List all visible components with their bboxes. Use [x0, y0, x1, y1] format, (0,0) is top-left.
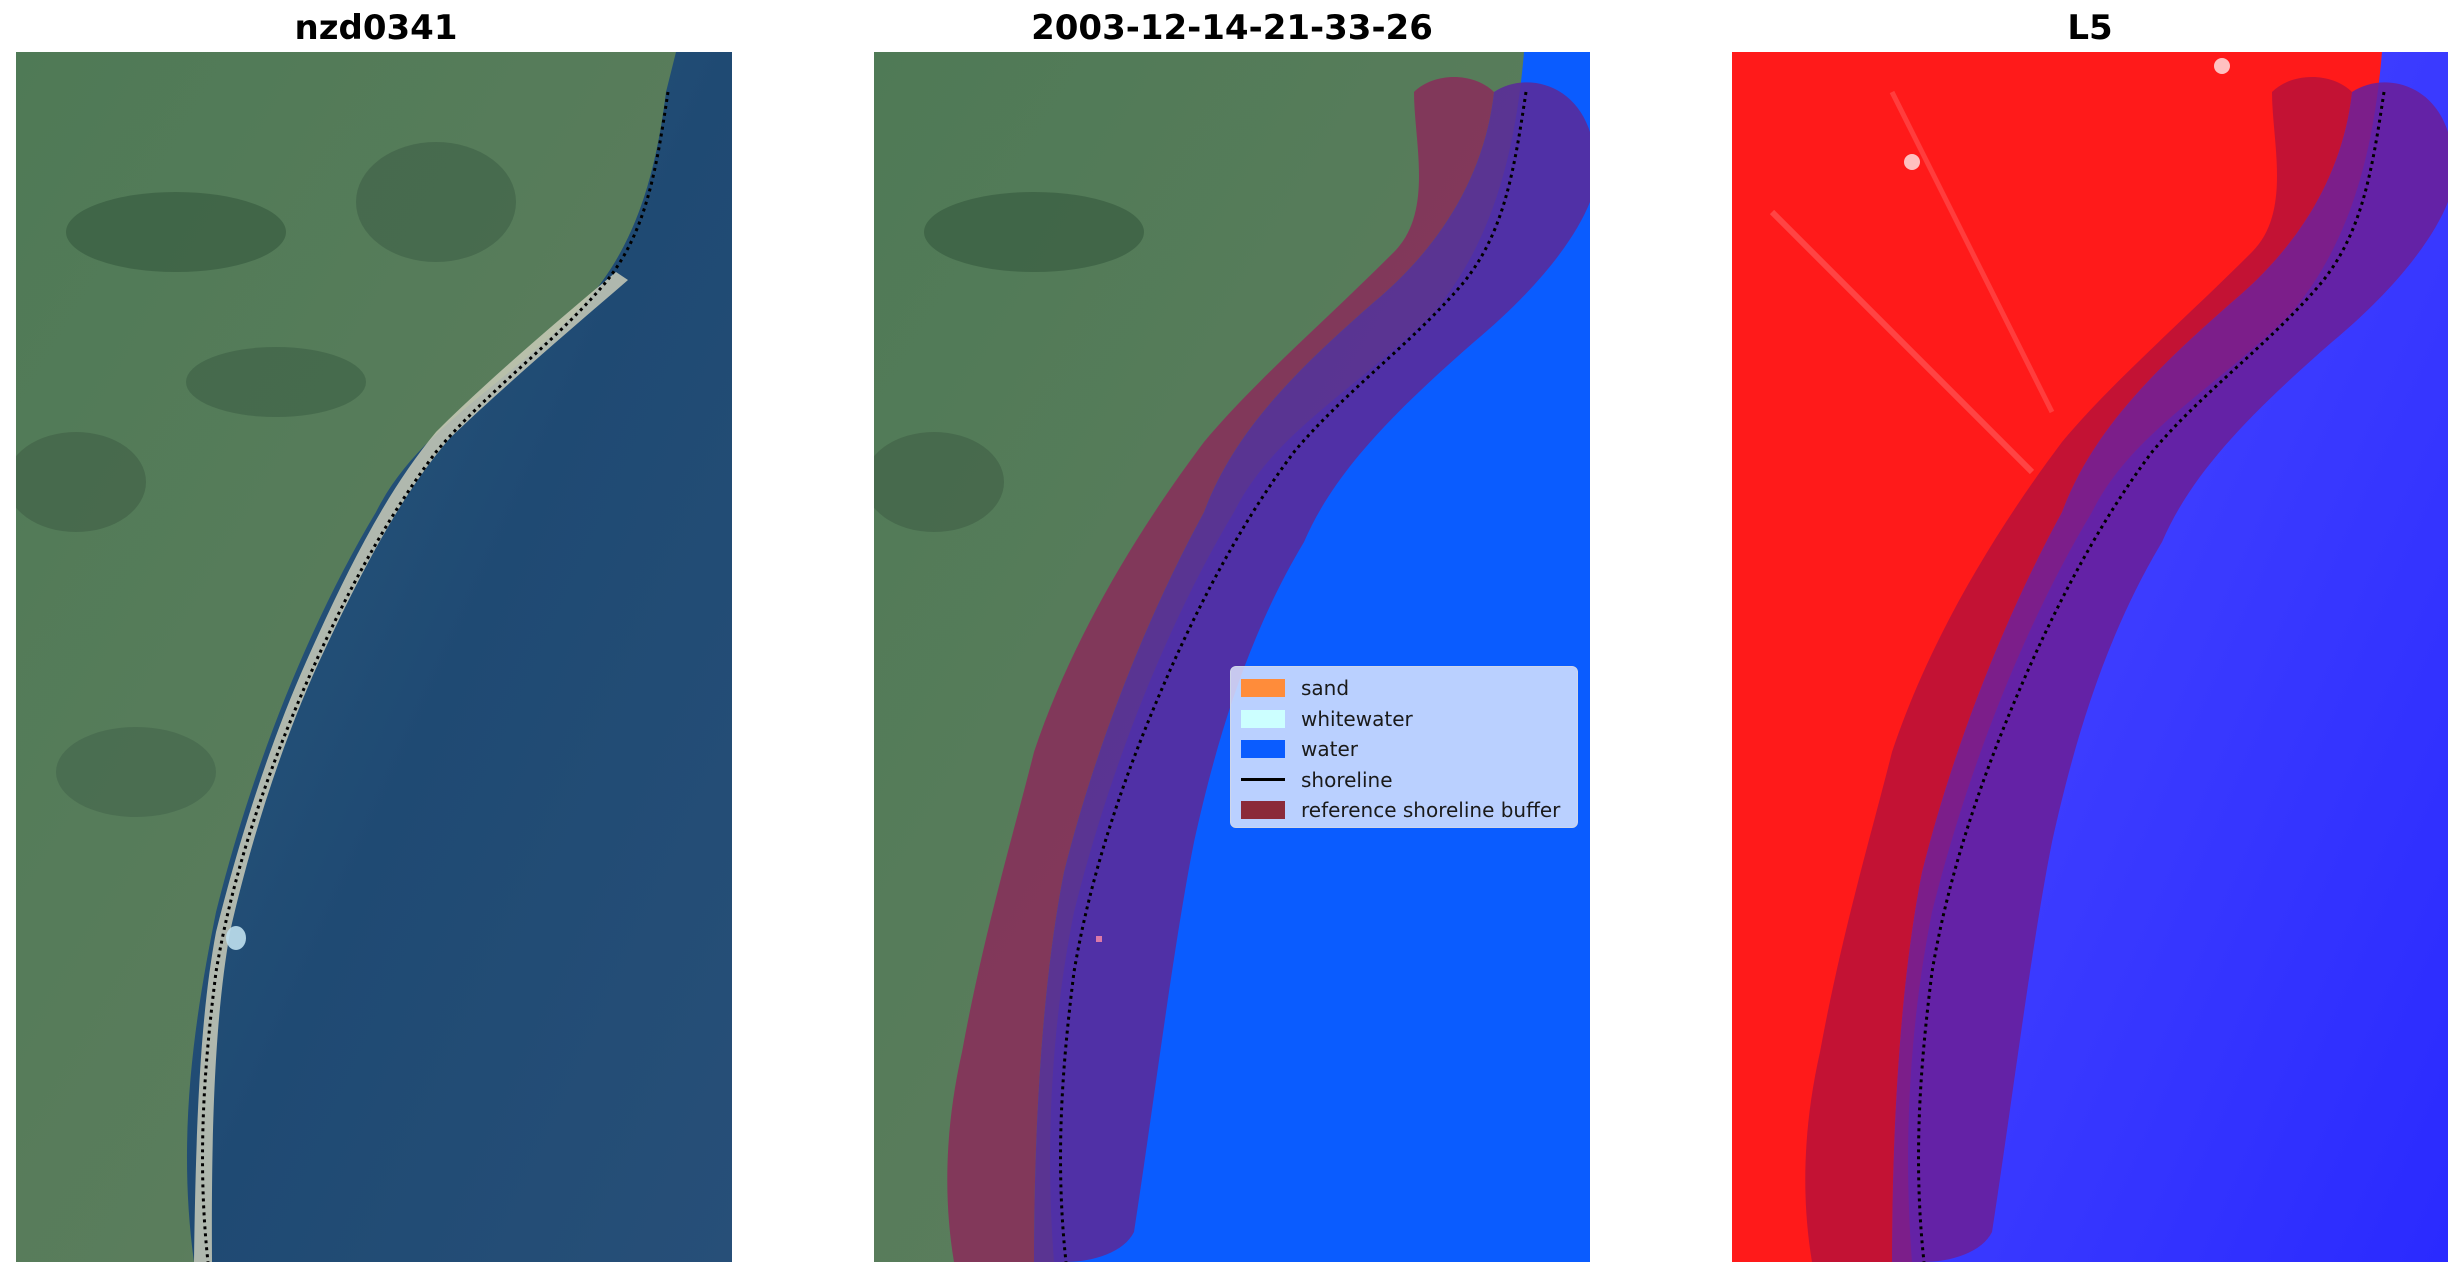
legend-item-sand: sand [1241, 673, 1567, 704]
satellite-image-panel [16, 52, 732, 1262]
legend-label-whitewater: whitewater [1301, 706, 1413, 731]
panel-title-rgb: nzd0341 [294, 8, 458, 48]
legend-line-shoreline [1241, 778, 1285, 782]
legend-item-whitewater: whitewater [1241, 704, 1567, 735]
satellite-image [16, 52, 732, 1262]
legend-swatch-whitewater [1241, 709, 1285, 728]
legend-item-reference-shoreline-buffer: reference shoreline buffer [1241, 795, 1567, 826]
classification-panel [874, 52, 1590, 1262]
panel-title-classification: 2003-12-14-21-33-26 [1031, 8, 1433, 48]
classification-image [874, 52, 1590, 1262]
legend-swatch-sand [1241, 679, 1285, 698]
legend-swatch-water [1241, 740, 1285, 759]
legend-item-water: water [1241, 734, 1567, 765]
legend-label-shoreline: shoreline [1301, 767, 1393, 792]
legend-label-water: water [1301, 737, 1358, 762]
panel-title-index: L5 [2067, 8, 2113, 48]
legend-label-sand: sand [1301, 676, 1350, 701]
legend-item-shoreline: shoreline [1241, 765, 1567, 796]
index-image [1732, 52, 2448, 1262]
legend-swatch-buffer [1241, 801, 1285, 820]
index-panel [1732, 52, 2448, 1262]
legend: sand whitewater water shoreline referenc… [1230, 666, 1578, 828]
legend-label-buffer: reference shoreline buffer [1301, 798, 1561, 823]
